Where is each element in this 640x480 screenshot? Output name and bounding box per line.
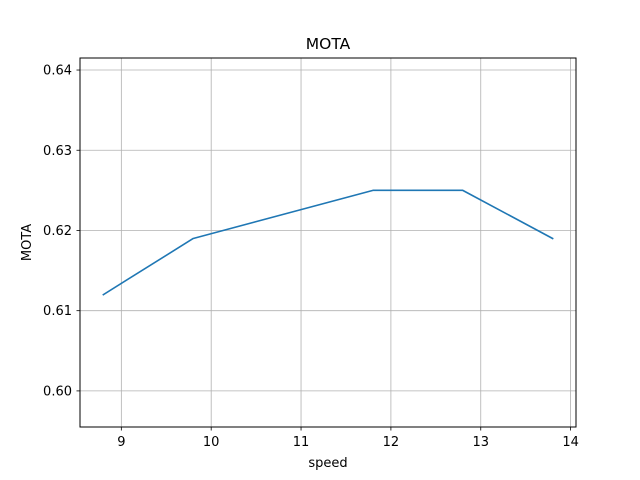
series-line bbox=[102, 189, 554, 296]
grid bbox=[80, 58, 576, 427]
x-tick-label: 10 bbox=[203, 435, 220, 450]
x-axis-label: speed bbox=[308, 456, 347, 471]
x-tick-label: 13 bbox=[472, 435, 489, 450]
y-axis-label: MOTA bbox=[20, 224, 35, 261]
series-layer bbox=[102, 189, 554, 296]
x-tick-label: 14 bbox=[562, 435, 579, 450]
y-tick-label: 0.63 bbox=[43, 144, 72, 159]
ticks: 9 10 11 12 13 14 0.60 0.61 0.62 0.63 0.64 bbox=[43, 64, 579, 450]
y-tick-label: 0.60 bbox=[43, 384, 72, 399]
y-tick-label: 0.62 bbox=[43, 224, 72, 239]
y-tick-label: 0.64 bbox=[43, 64, 72, 79]
plot-frame bbox=[79, 57, 577, 428]
y-tick-label: 0.61 bbox=[43, 304, 72, 319]
x-tick-label: 12 bbox=[383, 435, 400, 450]
chart-title: MOTA bbox=[306, 35, 351, 53]
x-tick-label: 11 bbox=[293, 435, 310, 450]
x-tick-label: 9 bbox=[117, 435, 125, 450]
